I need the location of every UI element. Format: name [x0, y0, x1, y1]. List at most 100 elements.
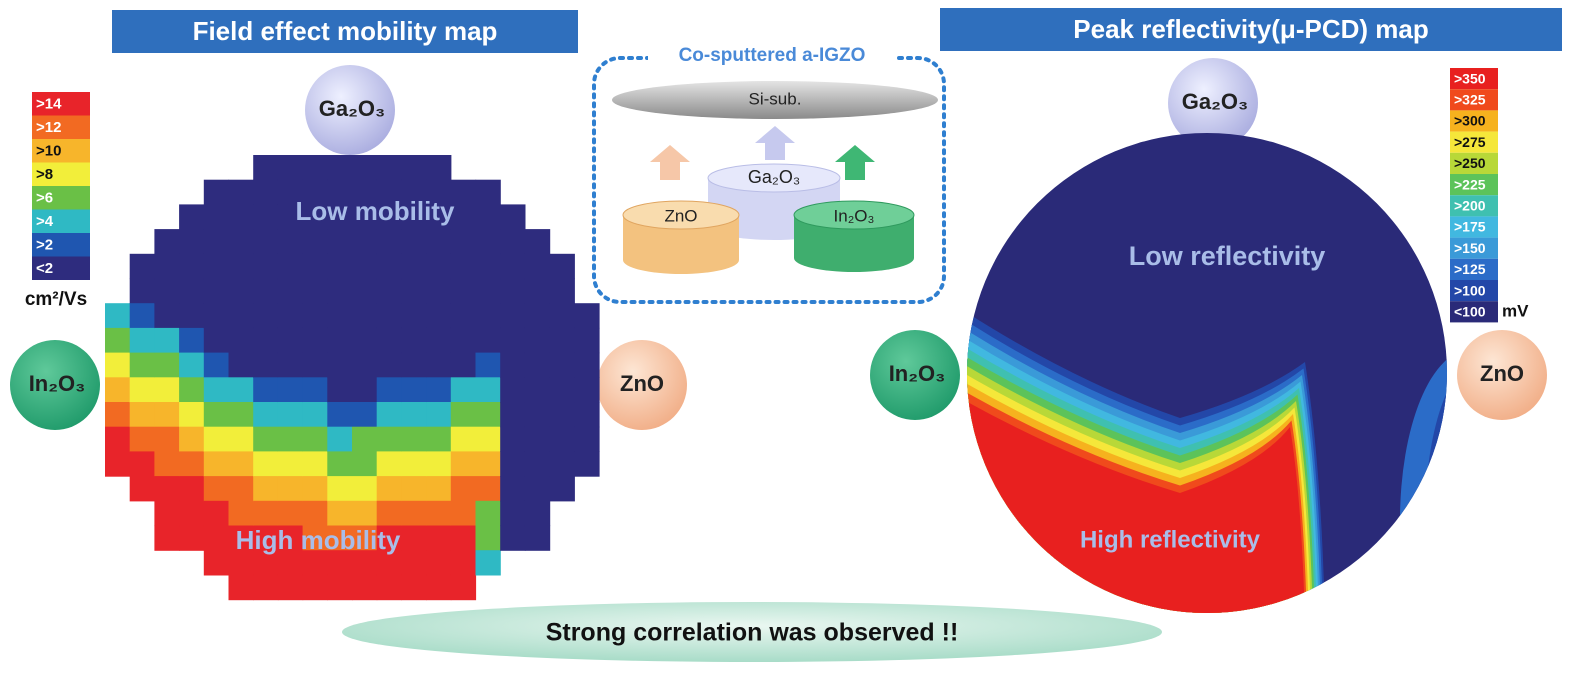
legend-label: >14 — [36, 96, 62, 113]
map-cell — [549, 451, 575, 477]
map-cell — [352, 574, 378, 601]
map-cell — [426, 327, 452, 354]
legend-swatch — [1450, 89, 1498, 111]
map-cell — [401, 303, 427, 329]
map-cell — [376, 476, 402, 502]
target — [794, 215, 914, 272]
map-cell — [450, 525, 477, 551]
legend-label: >2 — [36, 237, 53, 254]
map-cell — [327, 204, 353, 230]
map-cell — [302, 278, 328, 304]
legend: >14 >12 >10 >8 >6 >4 >2 <2 — [32, 92, 90, 280]
map-cell — [574, 327, 600, 354]
map-cell — [179, 352, 205, 378]
map-cell — [277, 327, 304, 354]
legend-label: >12 — [36, 119, 61, 136]
map-cell — [475, 229, 501, 255]
map-cell — [253, 327, 279, 354]
map-cell — [475, 451, 501, 477]
map-cell — [426, 525, 452, 551]
map-cell — [574, 451, 600, 477]
title-bar — [940, 8, 1562, 51]
map-cell — [376, 500, 402, 527]
map-cell — [228, 229, 254, 255]
map-cell — [524, 303, 551, 329]
map-cell — [401, 155, 427, 181]
map-cell — [426, 500, 452, 527]
map-cell — [302, 327, 328, 354]
map-cell — [203, 204, 230, 230]
map-cell — [327, 500, 353, 527]
map-cell — [574, 426, 600, 452]
map-cell — [401, 204, 427, 230]
mobility-map — [105, 155, 600, 601]
map-cell — [450, 327, 477, 354]
map-cell — [327, 352, 353, 378]
map-cell — [228, 402, 254, 428]
map-cell — [475, 500, 501, 527]
map-cell — [401, 229, 427, 255]
map-cell — [327, 179, 353, 205]
map-cell — [253, 229, 279, 255]
map-cell — [129, 278, 155, 304]
map-cell — [352, 303, 378, 329]
map-cell — [253, 204, 279, 230]
source-circle — [305, 65, 395, 155]
map-cell — [327, 402, 353, 428]
map-cell — [302, 229, 328, 255]
map-cell — [426, 426, 452, 452]
map-cell — [352, 500, 378, 527]
map-cell — [277, 402, 304, 428]
map-cell — [253, 426, 279, 452]
map-cell — [549, 327, 575, 354]
map-cell — [179, 500, 205, 527]
map-cell — [277, 253, 304, 280]
map-cell — [105, 327, 131, 354]
map-cell — [228, 253, 254, 280]
map-cell — [352, 204, 378, 230]
target-label: ZnO — [664, 206, 697, 225]
legend-swatch — [1450, 131, 1498, 153]
map-cell — [105, 352, 131, 378]
map-cell — [228, 278, 254, 304]
map-cell — [253, 574, 279, 601]
map-cell — [228, 500, 254, 527]
legend-label: >100 — [1454, 282, 1486, 298]
map-cell — [105, 377, 131, 403]
map-cell — [154, 278, 180, 304]
source-label: ZnO — [620, 371, 664, 396]
map-cell — [352, 476, 378, 502]
legend-swatch — [32, 139, 90, 163]
map-cell — [228, 327, 254, 354]
map-cell — [450, 179, 477, 205]
map-cell — [426, 204, 452, 230]
map-cell — [450, 278, 477, 304]
map-cell — [549, 352, 575, 378]
map-cell — [376, 303, 402, 329]
map-cell — [475, 253, 501, 280]
map-cell — [302, 155, 328, 181]
map-cell — [302, 525, 328, 551]
map-cell — [253, 278, 279, 304]
map-cell — [203, 303, 230, 329]
map-cell — [450, 451, 477, 477]
map-cell — [179, 327, 205, 354]
map-cell — [401, 451, 427, 477]
map-cell — [154, 525, 180, 551]
source-label: Ga₂O₃ — [1182, 89, 1248, 114]
legend-unit: mV — [1502, 301, 1529, 320]
map-cell — [500, 229, 526, 255]
legend-swatch — [1450, 195, 1498, 217]
map-cell — [277, 303, 304, 329]
map-cell — [327, 574, 353, 601]
map-cell — [401, 550, 427, 576]
source-circle — [1457, 330, 1547, 420]
map-cell — [475, 303, 501, 329]
legend-label: >125 — [1454, 261, 1486, 277]
map-cell — [376, 550, 402, 576]
map-cell — [129, 451, 155, 477]
target-label: In₂O₃ — [834, 206, 875, 225]
map-cell — [179, 377, 205, 403]
map-cell — [277, 500, 304, 527]
map-annotation: Low reflectivity — [1129, 241, 1326, 271]
